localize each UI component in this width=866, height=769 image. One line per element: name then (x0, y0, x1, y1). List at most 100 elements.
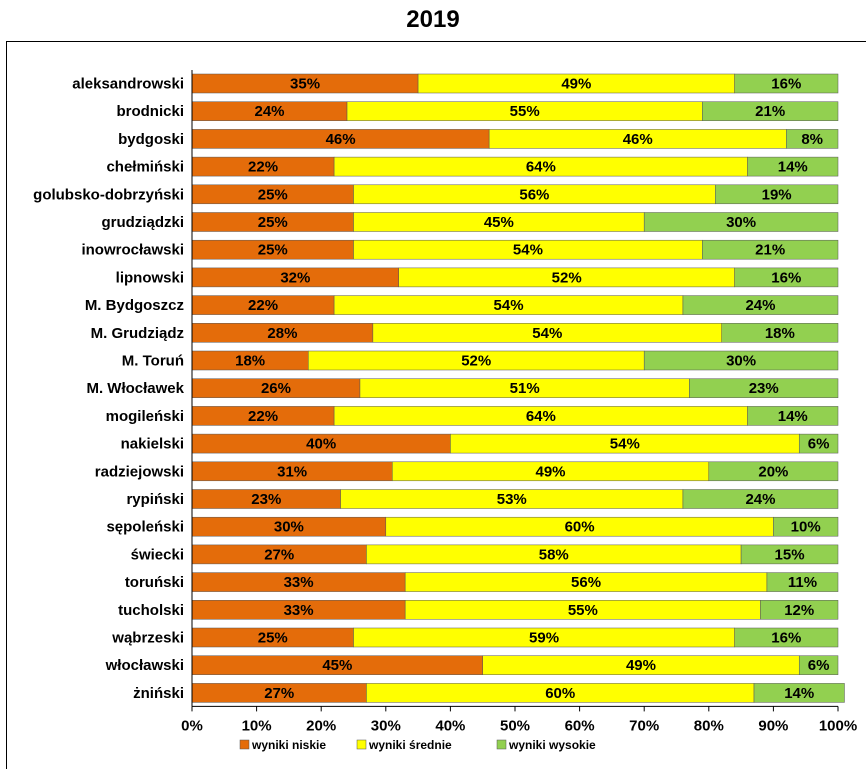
data-label: 14% (778, 159, 808, 176)
x-tick-label: 10% (242, 717, 272, 734)
data-label: 19% (762, 186, 792, 203)
bar-segment (747, 406, 839, 426)
data-label: 55% (510, 103, 540, 120)
bar-segment (766, 572, 839, 592)
category-label: żniński (133, 685, 184, 702)
category-label: inowrocławski (81, 242, 184, 259)
category-label: wąbrzeski (111, 630, 184, 647)
bar-segment (773, 516, 839, 537)
x-tick-label: 100% (819, 717, 857, 734)
data-label: 16% (771, 269, 801, 286)
bar-segment (643, 350, 839, 371)
bar-segment (786, 129, 839, 149)
category-label: M. Grudziądz (91, 325, 184, 342)
category-label: świecki (131, 546, 184, 563)
data-label: 45% (322, 657, 352, 674)
data-label: 27% (264, 546, 294, 563)
bar-segment (682, 295, 839, 315)
legend-label: wyniki wysokie (508, 738, 596, 752)
x-tick-label: 80% (694, 717, 724, 734)
bar-segment (734, 267, 839, 288)
data-label: 54% (494, 297, 524, 314)
category-label: aleksandrowski (72, 76, 184, 93)
category-label: M. Toruń (122, 353, 184, 370)
x-tick-label: 90% (758, 717, 788, 734)
bar-segment (798, 433, 839, 454)
data-label: 18% (765, 325, 795, 342)
data-label: 32% (280, 269, 310, 286)
data-label: 31% (277, 463, 307, 480)
data-label: 55% (568, 602, 598, 619)
data-label: 14% (778, 408, 808, 425)
data-label: 64% (526, 408, 556, 425)
data-label: 30% (726, 214, 756, 231)
x-tick-label: 20% (306, 717, 336, 734)
data-label: 24% (745, 297, 775, 314)
data-label: 56% (571, 574, 601, 591)
data-label: 21% (755, 103, 785, 120)
data-label: 60% (565, 519, 595, 536)
data-label: 54% (532, 325, 562, 342)
legend-label: wyniki średnie (368, 738, 452, 752)
data-label: 8% (801, 131, 823, 148)
data-label: 22% (248, 297, 278, 314)
x-tick-label: 70% (629, 717, 659, 734)
data-label: 20% (758, 463, 788, 480)
chart-title: 2019 (406, 6, 460, 33)
data-label: 28% (267, 325, 297, 342)
x-tick-label: 60% (565, 717, 595, 734)
data-label: 23% (749, 380, 779, 397)
category-label: sępoleński (106, 519, 184, 536)
data-label: 64% (526, 159, 556, 176)
data-label: 40% (306, 436, 336, 453)
x-tick-label: 30% (371, 717, 401, 734)
data-label: 27% (264, 685, 294, 702)
data-label: 24% (745, 491, 775, 508)
bar-segment (798, 655, 839, 675)
data-label: 22% (248, 159, 278, 176)
category-label: grudziądzki (101, 214, 184, 231)
data-label: 58% (539, 546, 569, 563)
data-label: 16% (771, 630, 801, 647)
x-tick-label: 50% (500, 717, 530, 734)
data-label: 25% (258, 214, 288, 231)
data-label: 59% (529, 630, 559, 647)
data-label: 15% (775, 546, 805, 563)
data-label: 49% (626, 657, 656, 674)
data-label: 56% (519, 186, 549, 203)
data-label: 51% (510, 380, 540, 397)
bar-segment (702, 239, 839, 260)
data-label: 25% (258, 242, 288, 259)
category-label: golubsko-dobrzyński (33, 186, 184, 203)
data-label: 26% (261, 380, 291, 397)
bar-segment (643, 212, 839, 232)
bar-segment (708, 461, 839, 482)
data-label: 11% (788, 574, 817, 591)
data-label: 52% (552, 269, 582, 286)
data-label: 49% (561, 76, 591, 93)
bar-segment (702, 101, 839, 121)
bar-segment (682, 489, 839, 509)
data-label: 60% (545, 685, 575, 702)
category-label: nakielski (121, 436, 184, 453)
data-label: 54% (513, 242, 543, 259)
data-label: 23% (251, 491, 281, 508)
data-label: 46% (623, 131, 653, 148)
data-label: 30% (726, 353, 756, 370)
x-tick-label: 40% (435, 717, 465, 734)
category-label: M. Bydgoszcz (85, 297, 184, 314)
bar-segment (747, 156, 839, 177)
data-label: 53% (497, 491, 527, 508)
bar-segment (715, 184, 839, 205)
bar-segment (760, 600, 839, 620)
data-label: 18% (235, 353, 265, 370)
category-label: bydgoski (118, 131, 184, 148)
bar-segment (734, 73, 839, 94)
category-label: brodnicki (116, 103, 184, 120)
legend-swatch (239, 739, 250, 750)
data-label: 21% (755, 242, 785, 259)
data-label: 46% (326, 131, 356, 148)
data-label: 10% (791, 519, 821, 536)
data-label: 6% (808, 436, 830, 453)
